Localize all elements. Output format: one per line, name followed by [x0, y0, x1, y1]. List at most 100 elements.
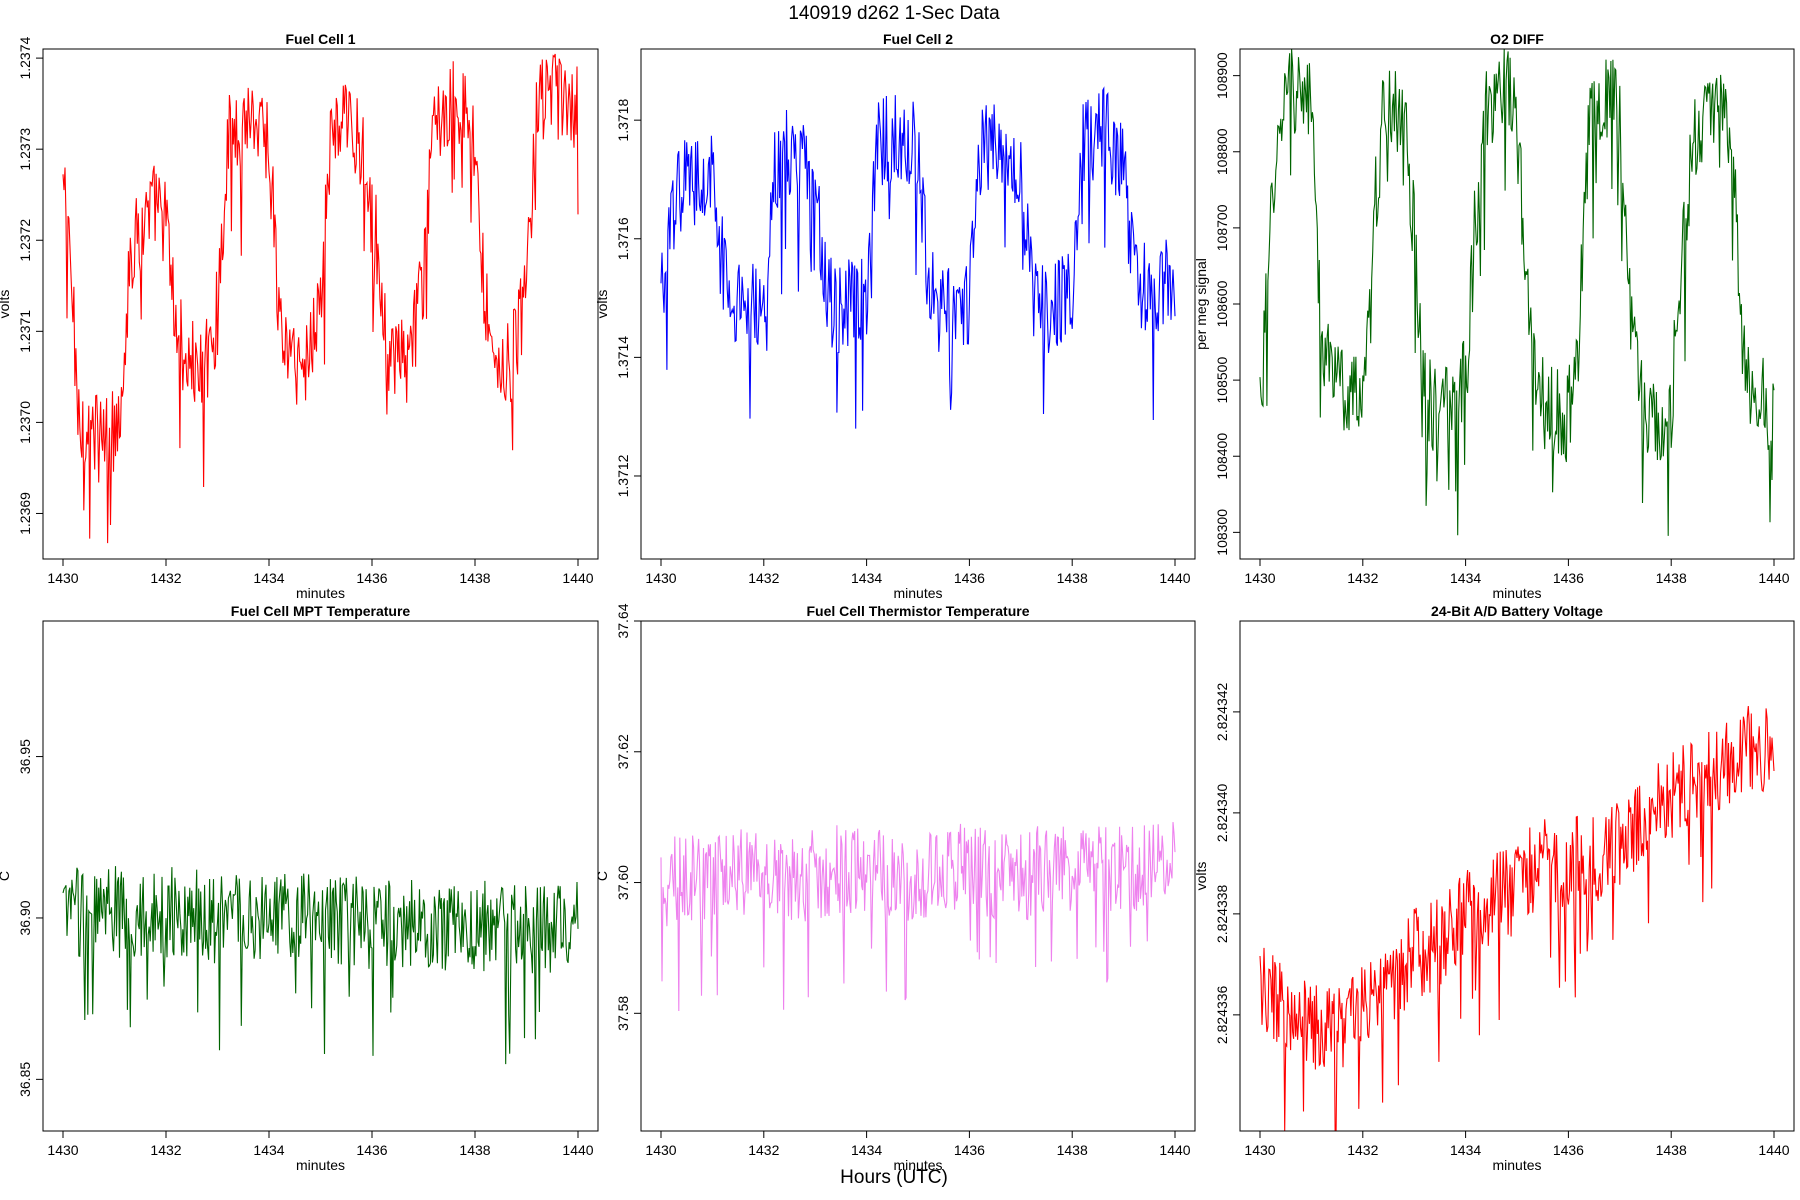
y-tick-label: 108600	[1214, 280, 1230, 327]
x-tick-label: 1434	[253, 1142, 284, 1158]
y-axis-label: volts	[0, 290, 12, 319]
y-tick-label: 108800	[1214, 128, 1230, 175]
plot-frame	[1239, 620, 1795, 1132]
x-axis-label: minutes	[296, 1157, 345, 1173]
y-tick-label: 108300	[1214, 509, 1230, 556]
series-line	[62, 866, 579, 1065]
y-tick-label: 37.60	[615, 865, 631, 900]
x-tick-label: 1440	[1159, 570, 1190, 586]
y-tick-label: 108500	[1214, 357, 1230, 404]
chart-title: 24-Bit A/D Battery Voltage	[1431, 603, 1603, 619]
chart-panel-4: Fuel Cell MPT Temperature 1430 1432 1434 143…	[0, 603, 599, 1173]
x-tick-label: 1434	[851, 1142, 882, 1158]
x-tick-label: 1432	[1347, 1142, 1378, 1158]
plot-frame	[42, 620, 599, 1132]
chart-title: O2 DIFF	[1490, 31, 1544, 47]
x-axis-label: minutes	[893, 585, 942, 601]
y-tick-label: 2.824342	[1214, 682, 1230, 741]
x-tick-label: 1438	[1057, 1142, 1088, 1158]
y-tick-label: 1.3716	[615, 217, 631, 260]
x-tick-label: 1436	[356, 1142, 387, 1158]
x-tick-label: 1434	[253, 570, 284, 586]
y-tick-label: 37.58	[615, 996, 631, 1031]
y-tick-label: 1.2373	[17, 128, 33, 171]
x-tick-label: 1438	[1656, 570, 1687, 586]
y-tick-label: 1.3714	[615, 336, 631, 379]
x-tick-label: 1440	[1758, 1142, 1789, 1158]
x-tick-label: 1440	[562, 570, 593, 586]
x-tick-label: 1432	[748, 1142, 779, 1158]
y-tick-label: 1.2372	[17, 219, 33, 262]
x-tick-label: 1438	[459, 570, 490, 586]
x-tick-label: 1436	[1553, 1142, 1584, 1158]
x-tick-label: 1430	[47, 1142, 78, 1158]
x-tick-label: 1440	[1758, 570, 1789, 586]
chart-title: Fuel Cell 2	[883, 31, 953, 47]
chart-title: Fuel Cell Thermistor Temperature	[806, 603, 1029, 619]
y-tick-label: 1.2370	[17, 401, 33, 444]
x-tick-label: 1432	[150, 570, 181, 586]
plot-frame	[42, 48, 599, 560]
x-tick-label: 1430	[645, 570, 676, 586]
x-tick-label: 1430	[1244, 570, 1275, 586]
plot-frame	[640, 620, 1196, 1132]
x-axis-label: minutes	[1492, 585, 1541, 601]
y-tick-label: 2.824338	[1214, 884, 1230, 943]
y-tick-label: 1.2369	[17, 492, 33, 535]
y-tick-label: 108400	[1214, 433, 1230, 480]
series-line	[62, 53, 579, 544]
chart-title: Fuel Cell 1	[285, 31, 355, 47]
x-tick-label: 1434	[1450, 1142, 1481, 1158]
x-tick-label: 1430	[645, 1142, 676, 1158]
x-tick-label: 1434	[851, 570, 882, 586]
x-tick-label: 1430	[1244, 1142, 1275, 1158]
series-line	[1259, 705, 1775, 1132]
y-tick-label: 2.824336	[1214, 985, 1230, 1044]
y-axis-label: volts	[594, 290, 610, 319]
x-tick-label: 1438	[1656, 1142, 1687, 1158]
y-tick-label: 36.85	[17, 1062, 33, 1097]
figure-title: 140919 d262 1-Sec Data	[788, 3, 1000, 24]
y-tick-label: 1.2374	[17, 36, 33, 79]
chart-panel-3: O2 DIFF 1430 1432 1434 1436 1438 1440 108300 108…	[1193, 31, 1795, 601]
y-tick-label: 2.824340	[1214, 783, 1230, 842]
y-axis-label: C	[0, 871, 12, 881]
x-tick-label: 1430	[47, 570, 78, 586]
x-tick-label: 1438	[1057, 570, 1088, 586]
series-line	[1259, 48, 1775, 536]
x-axis-label: minutes	[1492, 1157, 1541, 1173]
series-line	[660, 86, 1176, 429]
y-tick-label: 36.90	[17, 900, 33, 935]
y-tick-label: 108700	[1214, 204, 1230, 251]
figure-bottom-label: Hours (UTC)	[840, 1167, 948, 1188]
x-tick-label: 1432	[150, 1142, 181, 1158]
chart-panel-6: 24-Bit A/D Battery Voltage 1430 1432 1434 14…	[1193, 603, 1795, 1173]
x-tick-label: 1436	[954, 1142, 985, 1158]
x-tick-label: 1436	[356, 570, 387, 586]
chart-panel-5: Fuel Cell Thermistor Temperature 1430 1432…	[594, 603, 1196, 1173]
chart-title: Fuel Cell MPT Temperature	[231, 603, 411, 619]
y-tick-label: 1.3718	[615, 99, 631, 142]
y-axis-label: per meg signal	[1193, 258, 1209, 350]
y-tick-label: 108900	[1214, 52, 1230, 99]
y-tick-label: 37.64	[615, 603, 631, 638]
series-line	[660, 822, 1176, 1012]
x-tick-label: 1440	[562, 1142, 593, 1158]
y-tick-label: 1.2371	[17, 310, 33, 353]
chart-panel-1: Fuel Cell 1 1430 1432 1434 1436 1438 1440 1.236…	[0, 31, 599, 601]
chart-panel-2: Fuel Cell 2 1430 1432 1434 1436 1438 1440 1.371…	[594, 31, 1196, 601]
y-axis-label: C	[594, 871, 610, 881]
x-axis-label: minutes	[893, 1157, 942, 1173]
x-tick-label: 1434	[1450, 570, 1481, 586]
x-tick-label: 1440	[1159, 1142, 1190, 1158]
y-axis-label: volts	[1193, 862, 1209, 891]
y-tick-label: 37.62	[615, 734, 631, 769]
x-tick-label: 1436	[1553, 570, 1584, 586]
plot-frame	[640, 48, 1196, 560]
x-axis-label: minutes	[296, 585, 345, 601]
x-tick-label: 1432	[748, 570, 779, 586]
x-tick-label: 1438	[459, 1142, 490, 1158]
x-tick-label: 1432	[1347, 570, 1378, 586]
x-tick-label: 1436	[954, 570, 985, 586]
